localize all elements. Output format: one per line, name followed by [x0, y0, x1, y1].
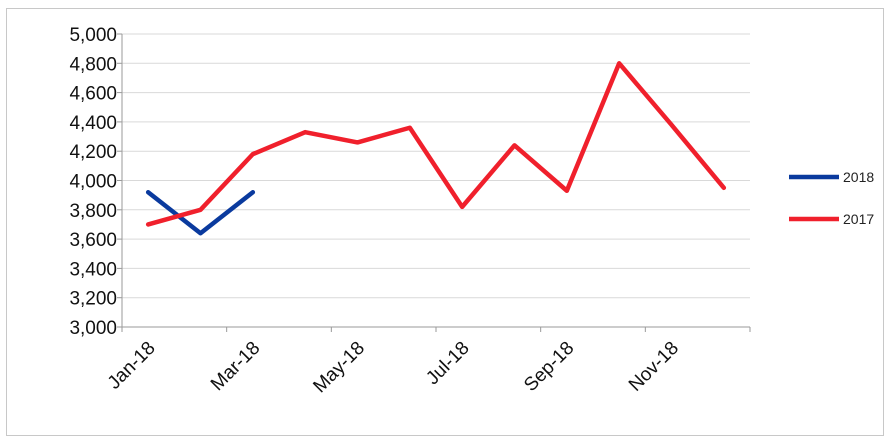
data-point-2018 — [199, 231, 202, 235]
data-point-2017 — [146, 222, 150, 226]
y-tick-label: 3,800 — [69, 201, 117, 222]
x-tick-label: Jan-18 — [104, 338, 160, 394]
data-point-2017 — [670, 123, 673, 127]
data-point-2017 — [722, 186, 726, 190]
data-point-2017 — [460, 205, 464, 209]
y-tick-label: 3,000 — [69, 318, 117, 339]
y-tick-label: 4,800 — [69, 54, 117, 75]
data-point-2017 — [565, 189, 569, 193]
data-point-2018 — [146, 190, 150, 194]
x-tick-label: Mar-18 — [207, 338, 264, 395]
data-point-2017 — [199, 208, 202, 212]
y-tick-label: 4,200 — [69, 142, 117, 163]
data-point-2017 — [617, 61, 621, 65]
data-point-2017 — [408, 126, 412, 130]
data-point-2018 — [251, 190, 255, 194]
x-tick-label: Nov-18 — [625, 338, 683, 396]
series-line-2017 — [145, 61, 727, 227]
y-tick-label: 4,600 — [69, 84, 117, 105]
y-tick-label: 4,000 — [69, 172, 117, 193]
x-tick-label: Jul-18 — [422, 338, 473, 389]
legend-label-2017: 2017 — [843, 211, 874, 227]
data-point-2017 — [251, 152, 255, 156]
y-tick-label: 3,400 — [69, 259, 117, 280]
data-point-2017 — [513, 143, 516, 147]
data-point-2017 — [303, 130, 307, 134]
data-point-2017 — [356, 140, 359, 144]
y-tick-label: 4,400 — [69, 113, 117, 134]
x-tick-label: Sep-18 — [520, 338, 578, 396]
x-tick-label: May-18 — [309, 338, 369, 398]
series-line-2018 — [145, 189, 256, 236]
y-tick-label: 5,000 — [69, 25, 117, 46]
y-tick-label: 3,600 — [69, 230, 117, 251]
y-tick-label: 3,200 — [69, 289, 117, 310]
legend-label-2018: 2018 — [843, 169, 874, 185]
